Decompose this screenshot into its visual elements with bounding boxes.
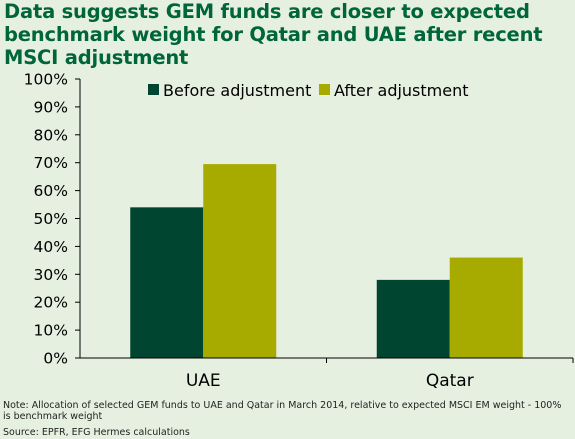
y-tick-label: 80%	[34, 126, 68, 144]
legend: Before adjustment After adjustment	[148, 81, 469, 100]
chart-title: Data suggests GEM funds are closer to ex…	[4, 0, 543, 69]
y-tick-label: 40%	[34, 238, 68, 256]
y-tick-label: 0%	[43, 350, 68, 368]
bar-qatar-before	[376, 279, 450, 358]
y-tick-label: 10%	[34, 322, 68, 340]
y-tick-label: 60%	[34, 182, 68, 200]
chart-source: Source: EPFR, EFG Hermes calculations	[3, 427, 190, 438]
y-axis-ticks: 0% 10% 20% 30% 40% 50% 60% 70% 80% 90% 100%	[24, 71, 574, 368]
y-tick-label: 100%	[24, 71, 68, 89]
legend-swatch	[319, 84, 330, 95]
y-tick-label: 30%	[34, 266, 68, 284]
y-tick-label: 90%	[34, 98, 68, 116]
bar-uae-after	[203, 164, 277, 358]
y-tick-label: 70%	[34, 154, 68, 172]
y-tick-label: 50%	[34, 210, 68, 228]
bar-qatar-after	[449, 257, 523, 358]
legend-label: Before adjustment	[163, 81, 311, 100]
x-category-label: UAE	[186, 371, 221, 391]
chart-note: Note: Allocation of selected GEM funds t…	[3, 400, 562, 422]
bar-uae-before	[130, 207, 204, 358]
x-axis-labels: UAE Qatar	[186, 371, 474, 391]
bars	[130, 164, 523, 358]
x-category-label: Qatar	[426, 371, 474, 391]
y-tick-label: 20%	[34, 294, 68, 312]
legend-label: After adjustment	[334, 81, 469, 100]
legend-swatch	[148, 84, 159, 95]
